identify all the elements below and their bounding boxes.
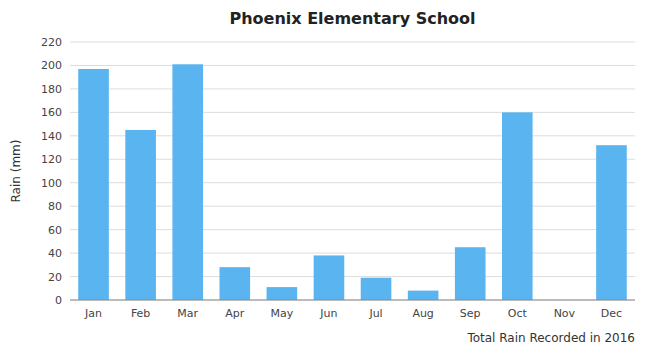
bar — [596, 145, 627, 300]
grid-line — [70, 300, 635, 301]
y-tick-label: 20 — [48, 271, 62, 284]
x-tick-label: Aug — [412, 307, 433, 320]
chart: 0 20 40 60 80 100 120 140 160 180 200 220 Jan Feb Mar A… — [0, 0, 650, 360]
y-tick-label: 80 — [48, 200, 62, 213]
y-tick-label: 100 — [41, 177, 62, 190]
x-tick-label: May — [271, 307, 294, 320]
y-tick-label: 160 — [41, 106, 62, 119]
x-tick-label: Sep — [460, 307, 481, 320]
y-tick-label: 60 — [48, 224, 62, 237]
bar — [78, 69, 109, 300]
y-tick-label: 200 — [41, 59, 62, 72]
bar — [172, 64, 203, 300]
y-tick-label: 140 — [41, 130, 62, 143]
x-tick-label: Nov — [554, 307, 576, 320]
grid-line — [70, 88, 635, 89]
bar — [219, 267, 250, 300]
x-tick-label: Jun — [319, 307, 337, 320]
y-axis-label: Rain (mm) — [9, 140, 23, 203]
bar — [267, 287, 298, 300]
y-tick-label: 180 — [41, 83, 62, 96]
x-tick-label: Apr — [225, 307, 245, 320]
bar — [408, 291, 439, 300]
y-tick-label: 120 — [41, 153, 62, 166]
x-axis-line — [70, 300, 635, 301]
grid-line — [70, 42, 635, 43]
bars — [78, 64, 627, 300]
x-tick-label: Jul — [368, 307, 382, 320]
bar — [502, 112, 533, 300]
grid-line — [70, 65, 635, 66]
x-tick-label: Jan — [84, 307, 102, 320]
bar — [361, 278, 392, 300]
y-tick-label: 40 — [48, 247, 62, 260]
x-tick-label: Dec — [601, 307, 622, 320]
bar — [455, 247, 486, 300]
bar — [314, 255, 345, 300]
x-axis-label: Total Rain Recorded in 2016 — [466, 331, 635, 345]
grid-line — [70, 112, 635, 113]
x-tick-label: Mar — [177, 307, 198, 320]
title: Phoenix Elementary School — [229, 9, 475, 28]
x-tick-label: Oct — [508, 307, 528, 320]
grid — [70, 42, 635, 300]
y-tick-label: 0 — [55, 294, 62, 307]
x-tick-label: Feb — [131, 307, 150, 320]
y-tick-label: 220 — [41, 36, 62, 49]
bar — [125, 130, 156, 300]
